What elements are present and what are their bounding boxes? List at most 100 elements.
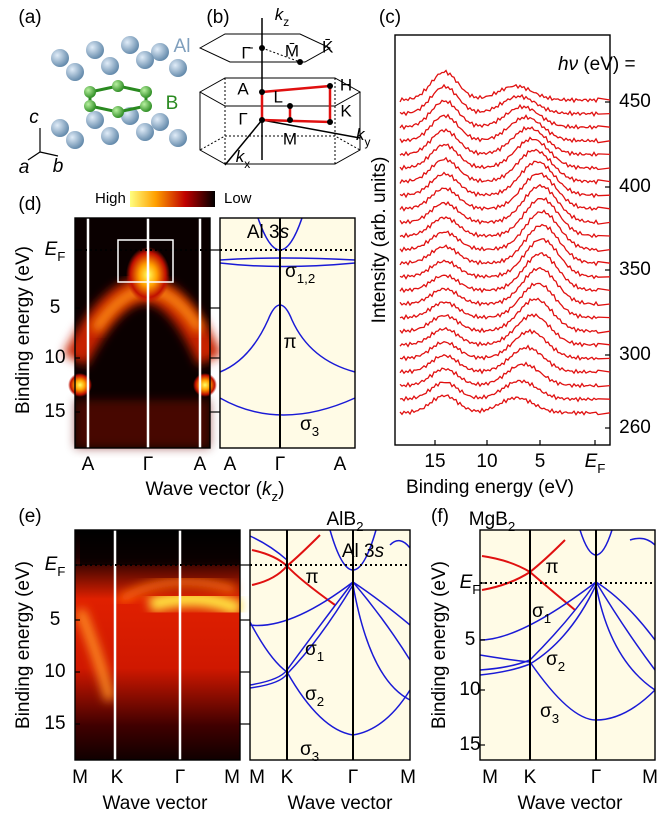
tick-label: 5 xyxy=(465,629,476,650)
crystal-structure xyxy=(27,36,187,161)
label-part: z xyxy=(283,15,289,29)
label-part: σ xyxy=(546,649,558,670)
label-part: 2 xyxy=(317,694,324,709)
label-part: (eV) = xyxy=(578,54,636,75)
tick-label: Γ xyxy=(143,454,153,475)
label: ky xyxy=(356,125,371,149)
tick-label: 400 xyxy=(619,176,651,197)
label-part: σ xyxy=(305,639,317,660)
label-part: z xyxy=(272,489,279,504)
tick-label: 5 xyxy=(535,451,546,472)
tick-label: Γ xyxy=(275,454,285,475)
tick-label: K xyxy=(111,767,124,788)
label-part: F xyxy=(57,249,65,264)
tick-label: M xyxy=(482,767,498,788)
tick-label: Γ xyxy=(591,767,601,788)
label-part: 3 xyxy=(312,424,319,439)
label-part: σ xyxy=(300,739,312,760)
label-part: 3 xyxy=(552,711,559,726)
tick-label: 15 xyxy=(44,713,65,734)
spectra xyxy=(399,69,611,416)
spectrum xyxy=(399,125,611,157)
spectrum xyxy=(399,394,611,416)
tick-label: 10 xyxy=(476,451,497,472)
tick-label: A xyxy=(82,454,95,475)
label: σ3 xyxy=(540,701,559,726)
tick-label: K xyxy=(524,767,537,788)
spectrum xyxy=(399,113,611,144)
spectrum xyxy=(399,136,611,171)
label-part: 2 xyxy=(558,659,565,674)
label: K xyxy=(340,101,352,120)
tick-label: 450 xyxy=(619,91,651,112)
spectrum xyxy=(399,196,611,239)
tick-label: 5 xyxy=(50,609,61,630)
label-part: 2 xyxy=(508,519,515,534)
spectrum xyxy=(399,238,611,280)
spectrum xyxy=(399,172,611,212)
label: B xyxy=(166,93,179,114)
label: Wave vector (kz) xyxy=(146,479,285,504)
label: Binding energy (eV) xyxy=(406,477,574,498)
label-part: s xyxy=(375,541,385,562)
label-part: ) xyxy=(278,479,284,500)
label: Wave vector xyxy=(518,793,624,814)
label: High xyxy=(95,190,126,207)
arpes-image-d xyxy=(63,217,222,449)
brillouin-zone xyxy=(198,18,362,166)
label: (d) xyxy=(18,194,41,215)
tick-label: 10 xyxy=(44,347,65,368)
label: H xyxy=(340,75,352,94)
tick-label: Γ xyxy=(175,767,185,788)
tick-label: A xyxy=(194,454,207,475)
spectrum xyxy=(399,209,611,253)
label-part: E xyxy=(45,239,58,260)
spectrum xyxy=(399,379,611,403)
spectrum xyxy=(399,99,611,131)
spectrum xyxy=(399,282,611,321)
label-part: k xyxy=(356,125,366,144)
label: Al 3s xyxy=(342,541,385,562)
colorbar xyxy=(130,191,215,207)
tick-label: M xyxy=(249,767,265,788)
label-part: 2 xyxy=(356,519,363,534)
label: (e) xyxy=(18,506,41,527)
label-part: σ xyxy=(285,261,297,282)
label: σ1 xyxy=(305,639,324,664)
tick-label: EF xyxy=(45,239,66,264)
label-part: k xyxy=(262,479,273,500)
tick-label: Γ xyxy=(348,767,358,788)
tick-label: M xyxy=(224,767,240,788)
label-part: 1 xyxy=(317,649,324,664)
tick-label: 350 xyxy=(619,259,651,280)
label: M̄ xyxy=(285,41,299,60)
label: (b) xyxy=(206,7,229,28)
spectrum xyxy=(399,183,611,225)
label-part: 1 xyxy=(544,611,551,626)
tick-label: 10 xyxy=(459,679,480,700)
label-part: k xyxy=(236,147,246,166)
spectrum xyxy=(399,160,611,199)
label-part: 1,2 xyxy=(297,271,316,286)
band-structure-f xyxy=(479,529,656,761)
label-part: σ xyxy=(300,414,312,435)
tick-label: 15 xyxy=(424,451,445,472)
label-part: x xyxy=(244,157,250,171)
label: AlB2 xyxy=(327,509,364,534)
label: σ2 xyxy=(546,649,565,674)
label-part: AlB xyxy=(327,509,357,530)
label: π xyxy=(305,567,318,588)
label-part: y xyxy=(365,135,371,149)
spectrum xyxy=(399,328,611,362)
label-part: F xyxy=(472,582,480,597)
label: hν (eV) = xyxy=(558,54,636,75)
spectrum xyxy=(399,251,611,294)
tick-label: A xyxy=(334,454,347,475)
label: MgB2 xyxy=(469,509,515,534)
label-part: σ xyxy=(305,684,317,705)
label: (f) xyxy=(431,506,449,527)
label: kx xyxy=(236,147,251,171)
label-part: hν xyxy=(558,54,579,75)
